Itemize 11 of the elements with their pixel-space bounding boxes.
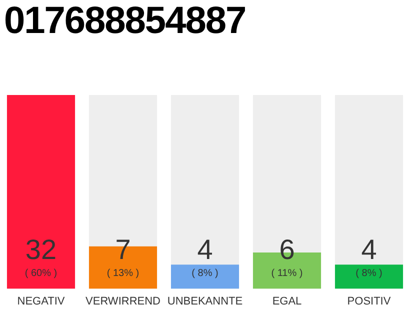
chart-title: 017688854887 bbox=[4, 0, 246, 43]
x-tick-label: NEGATIV bbox=[17, 295, 66, 308]
bar bbox=[170, 264, 240, 289]
data-label: 32 ( 60% ) bbox=[24, 234, 58, 279]
x-tick-label: EGAL bbox=[272, 295, 302, 308]
x-tick-label: UNBEKANNTE bbox=[167, 295, 243, 308]
x-tick-label: POSITIV bbox=[347, 295, 392, 308]
x-tick-label: VERWIRREND bbox=[86, 295, 161, 308]
data-label: 4 ( 8% ) bbox=[356, 234, 382, 279]
data-label: 4 ( 8% ) bbox=[192, 234, 218, 279]
bar bbox=[334, 264, 404, 289]
